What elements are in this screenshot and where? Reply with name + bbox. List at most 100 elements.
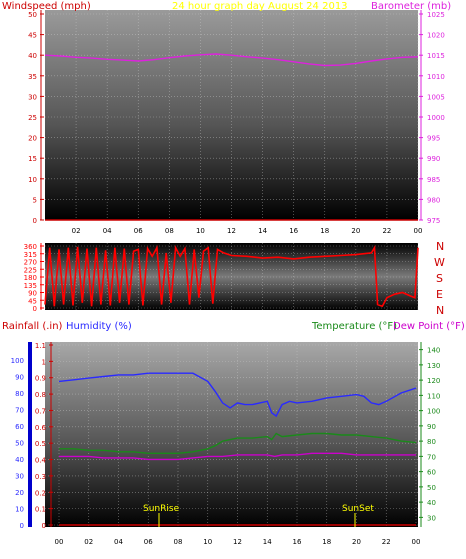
rain-panel-hour-tick-label: 02 (84, 538, 93, 546)
rainfall-tick-label: 1 (42, 358, 46, 366)
compass-label-n-top: N (436, 240, 444, 253)
wind-panel-hour-tick-label: 22 (382, 227, 391, 235)
rainfall-axis-title: Rainfall (.in) (2, 321, 63, 332)
wind-panel-hour-tick-label: 12 (227, 227, 236, 235)
barometer-tick-label: 975 (427, 217, 440, 225)
humidity-tick-label: 0 (20, 522, 24, 530)
dewpoint-line (59, 452, 416, 461)
temperature-tick-label: 130 (427, 362, 440, 370)
rain-panel-hour-tick-label: 06 (144, 538, 153, 546)
temperature-axis-title: Temperature (°F) (311, 321, 397, 332)
rainfall-tick-label: 0.8 (35, 391, 46, 399)
rain-panel-hour-tick-label: 00 (412, 538, 421, 546)
rainfall-tick-label: 0.7 (35, 407, 46, 415)
barometer-axis-title: Barometer (mb) (371, 1, 451, 12)
temperature-tick-label: 140 (427, 347, 440, 355)
humidity-tick-label: 60 (15, 423, 24, 431)
windspeed-tick-label: 25 (28, 114, 37, 122)
barometer-tick-label: 995 (427, 135, 440, 143)
windspeed-tick-label: 5 (33, 196, 37, 204)
windspeed-tick-label: 30 (28, 93, 37, 101)
temperature-tick-label: 70 (427, 453, 436, 461)
temperature-line (59, 432, 417, 454)
windspeed-axis-title: Windspeed (mph) (2, 1, 91, 12)
barometer-tick-label: 1015 (427, 52, 445, 60)
humidity-tick-label: 80 (15, 390, 24, 398)
barometer-tick-label: 1005 (427, 93, 445, 101)
wind-panel-hour-tick-label: 04 (103, 227, 112, 235)
windspeed-tick-label: 35 (28, 73, 37, 81)
barometer-tick-label: 985 (427, 176, 440, 184)
windspeed-tick-label: 0 (33, 217, 37, 225)
temperature-tick-label: 50 (427, 484, 436, 492)
wind-panel-hour-tick-label: 20 (351, 227, 360, 235)
wind-panel-hour-tick-label: 14 (258, 227, 267, 235)
rain-panel-hour-tick-label: 14 (263, 538, 272, 546)
windspeed-tick-label: 10 (28, 176, 37, 184)
rainfall-tick-label: 0.4 (35, 457, 47, 465)
direction-tick-label: 45 (28, 297, 37, 305)
barometer-tick-label: 990 (427, 155, 440, 163)
wind-panel-hour-tick-label: 10 (196, 227, 205, 235)
rain-humidity-temperature-panel-background (45, 342, 418, 527)
humidity-axis-title: Humidity (%) (66, 321, 132, 332)
compass-label-w: W (434, 256, 445, 269)
humidity-tick-label: 50 (15, 440, 24, 448)
windspeed-tick-label: 45 (28, 32, 37, 40)
humidity-axis-bar (28, 342, 32, 527)
direction-tick-label: 360 (24, 243, 37, 251)
windspeed-tick-label: 20 (28, 135, 37, 143)
humidity-line (58, 372, 417, 418)
compass-label-n-bottom: N (436, 304, 444, 317)
rain-panel-hour-tick-label: 20 (352, 538, 361, 546)
wind-direction-line (44, 244, 419, 308)
direction-tick-label: 0 (33, 305, 37, 313)
temperature-tick-label: 120 (427, 377, 440, 385)
rainfall-tick-label: 0.6 (35, 424, 47, 432)
wind-panel-hour-tick-label: 16 (289, 227, 298, 235)
compass-label-s: S (436, 272, 443, 285)
barometer-tick-label: 1010 (427, 73, 445, 81)
direction-tick-label: 135 (24, 282, 37, 290)
rain-panel-hour-tick-label: 22 (382, 538, 391, 546)
barometer-tick-label: 980 (427, 196, 440, 204)
wind-panel-hour-tick-label: 06 (134, 227, 143, 235)
windspeed-tick-label: 50 (28, 11, 37, 19)
temperature-tick-label: 60 (427, 469, 436, 477)
rain-panel-hour-tick-label: 18 (322, 538, 331, 546)
rain-panel-hour-tick-label: 12 (233, 538, 242, 546)
direction-tick-label: 180 (24, 274, 37, 282)
barometer-tick-label: 1025 (427, 11, 445, 19)
rainfall-tick-label: 0.2 (35, 489, 46, 497)
rainfall-tick-label: 0 (42, 522, 46, 530)
temperature-tick-label: 40 (427, 499, 436, 507)
sunset-label: SunSet (342, 504, 374, 514)
temperature-tick-label: 100 (427, 408, 440, 416)
humidity-tick-label: 100 (11, 357, 24, 365)
sunrise-label: SunRise (143, 504, 180, 514)
barometer-tick-label: 1000 (427, 114, 445, 122)
wind-panel-hour-tick-label: 08 (165, 227, 174, 235)
wind-panel-hour-tick-label: 00 (414, 227, 423, 235)
direction-tick-label: 270 (24, 259, 37, 267)
wind-panel-hour-tick-label: 18 (320, 227, 329, 235)
compass-label-e: E (436, 288, 443, 301)
humidity-tick-label: 20 (15, 489, 24, 497)
humidity-tick-label: 40 (15, 456, 24, 464)
humidity-tick-label: 90 (15, 374, 24, 382)
temperature-tick-label: 90 (427, 423, 436, 431)
barometer-line (44, 53, 419, 67)
rain-panel-hour-tick-label: 10 (203, 538, 212, 546)
rain-panel-hour-tick-label: 00 (55, 538, 64, 546)
dewpoint-axis-title: Dew Point (°F) (393, 321, 465, 332)
rainfall-tick-label: 0.3 (35, 473, 46, 481)
humidity-tick-label: 10 (15, 506, 24, 514)
rain-panel-hour-tick-label: 08 (174, 538, 183, 546)
rainfall-tick-label: 0.5 (35, 440, 46, 448)
barometer-tick-label: 1020 (427, 32, 445, 40)
direction-tick-label: 225 (24, 266, 37, 274)
rainfall-tick-label: 0.1 (35, 506, 46, 514)
temperature-tick-label: 80 (427, 438, 436, 446)
